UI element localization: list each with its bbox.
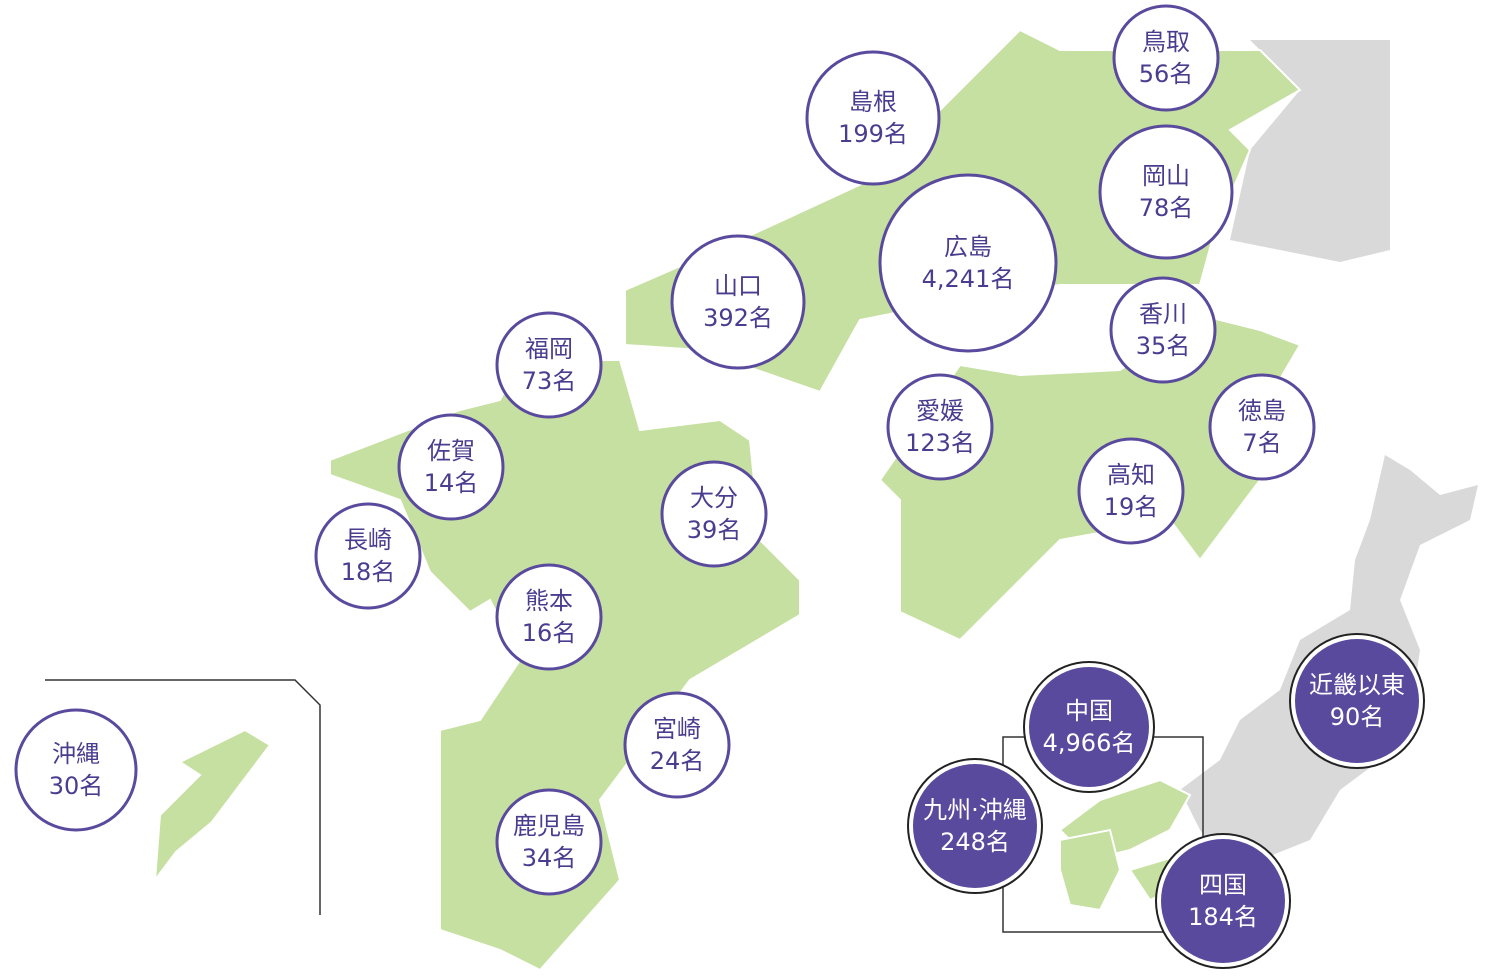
prefecture-name: 長崎 bbox=[344, 526, 392, 554]
prefecture-label: 高知 19名 bbox=[1077, 437, 1185, 545]
prefecture-name: 岡山 bbox=[1142, 162, 1190, 190]
region-circle bbox=[1161, 839, 1285, 963]
label-circle bbox=[670, 234, 806, 370]
region-circle bbox=[913, 764, 1037, 888]
prefecture-name: 愛媛 bbox=[916, 397, 964, 425]
prefecture-label: 長崎 18名 bbox=[314, 502, 422, 610]
prefecture-label: 宮崎 24名 bbox=[623, 691, 731, 799]
prefecture-count: 30名 bbox=[49, 772, 104, 800]
prefecture-count: 16名 bbox=[522, 619, 577, 647]
label-circle bbox=[878, 173, 1058, 353]
okinawa bbox=[153, 728, 272, 884]
kinki-area bbox=[1230, 40, 1390, 262]
prefecture-label: 岡山 78名 bbox=[1098, 124, 1234, 260]
label-circle bbox=[886, 373, 994, 481]
prefecture-label: 沖縄 30名 bbox=[14, 708, 138, 832]
prefecture-label: 鳥取 56名 bbox=[1112, 4, 1220, 112]
prefecture-name: 大分 bbox=[690, 484, 738, 512]
region-name: 九州·沖縄 bbox=[923, 796, 1027, 824]
prefecture-label: 熊本 16名 bbox=[495, 563, 603, 671]
region-label: 四国 184名 bbox=[1155, 833, 1291, 969]
prefecture-name: 鹿児島 bbox=[513, 812, 585, 840]
prefecture-name: 福岡 bbox=[525, 335, 573, 363]
prefecture-label: 徳島 7名 bbox=[1208, 373, 1316, 481]
region-name: 四国 bbox=[1199, 871, 1247, 899]
label-circle bbox=[314, 502, 422, 610]
region-label: 九州·沖縄 248名 bbox=[907, 758, 1043, 894]
prefecture-name: 熊本 bbox=[525, 587, 573, 615]
prefecture-label: 愛媛 123名 bbox=[886, 373, 994, 481]
prefecture-count: 24名 bbox=[650, 747, 705, 775]
label-circle bbox=[1208, 373, 1316, 481]
prefecture-name: 徳島 bbox=[1238, 397, 1286, 425]
label-circle bbox=[805, 50, 941, 186]
okinawa-frame bbox=[45, 679, 321, 915]
prefecture-name: 鳥取 bbox=[1142, 28, 1190, 56]
inset-kyushu bbox=[1059, 828, 1122, 912]
prefecture-count: 392名 bbox=[703, 304, 773, 332]
prefecture-label: 福岡 73名 bbox=[495, 311, 603, 419]
region-count: 90名 bbox=[1330, 703, 1385, 731]
label-circle bbox=[495, 311, 603, 419]
prefecture-count: 34名 bbox=[522, 844, 577, 872]
label-circle bbox=[1098, 124, 1234, 260]
prefecture-label: 広島 4,241名 bbox=[878, 173, 1058, 353]
prefecture-label: 香川 35名 bbox=[1109, 276, 1217, 384]
prefecture-count: 73名 bbox=[522, 367, 577, 395]
label-circle bbox=[623, 691, 731, 799]
label-circle bbox=[495, 563, 603, 671]
region-count: 248名 bbox=[940, 828, 1010, 856]
region-circle bbox=[1295, 639, 1419, 763]
label-circle bbox=[1077, 437, 1185, 545]
prefecture-name: 高知 bbox=[1107, 461, 1155, 489]
prefecture-count: 39名 bbox=[687, 516, 742, 544]
prefecture-count: 56名 bbox=[1139, 60, 1194, 88]
prefecture-count: 19名 bbox=[1104, 493, 1159, 521]
prefecture-label: 島根 199名 bbox=[805, 50, 941, 186]
prefecture-count: 35名 bbox=[1136, 332, 1191, 360]
prefecture-name: 沖縄 bbox=[52, 740, 100, 768]
prefecture-name: 香川 bbox=[1139, 300, 1187, 328]
region-name: 近畿以東 bbox=[1309, 671, 1405, 699]
prefecture-name: 島根 bbox=[849, 88, 897, 116]
prefecture-label: 大分 39名 bbox=[660, 460, 768, 568]
region-count: 4,966名 bbox=[1043, 729, 1136, 757]
prefecture-label: 鹿児島 34名 bbox=[495, 788, 603, 896]
region-name: 中国 bbox=[1065, 697, 1113, 725]
label-circle bbox=[1109, 276, 1217, 384]
prefecture-label: 佐賀 14名 bbox=[397, 413, 505, 521]
prefecture-count: 78名 bbox=[1139, 194, 1194, 222]
label-circle bbox=[660, 460, 768, 568]
region-count: 184名 bbox=[1188, 903, 1258, 931]
prefecture-name: 山口 bbox=[714, 272, 762, 300]
prefecture-count: 18名 bbox=[341, 558, 396, 586]
region-label: 近畿以東 90名 bbox=[1289, 633, 1425, 769]
label-circle bbox=[1112, 4, 1220, 112]
prefecture-name: 広島 bbox=[944, 233, 992, 261]
label-circle bbox=[495, 788, 603, 896]
prefecture-count: 123名 bbox=[905, 429, 975, 457]
prefecture-count: 14名 bbox=[424, 469, 479, 497]
prefecture-name: 佐賀 bbox=[427, 437, 475, 465]
prefecture-count: 199名 bbox=[838, 120, 908, 148]
prefecture-count: 4,241名 bbox=[922, 265, 1015, 293]
label-circle bbox=[14, 708, 138, 832]
prefecture-label: 山口 392名 bbox=[670, 234, 806, 370]
region-label: 中国 4,966名 bbox=[1023, 661, 1155, 793]
prefecture-name: 宮崎 bbox=[653, 715, 701, 743]
label-circle bbox=[397, 413, 505, 521]
region-circle bbox=[1029, 667, 1149, 787]
prefecture-count: 7名 bbox=[1242, 429, 1281, 457]
